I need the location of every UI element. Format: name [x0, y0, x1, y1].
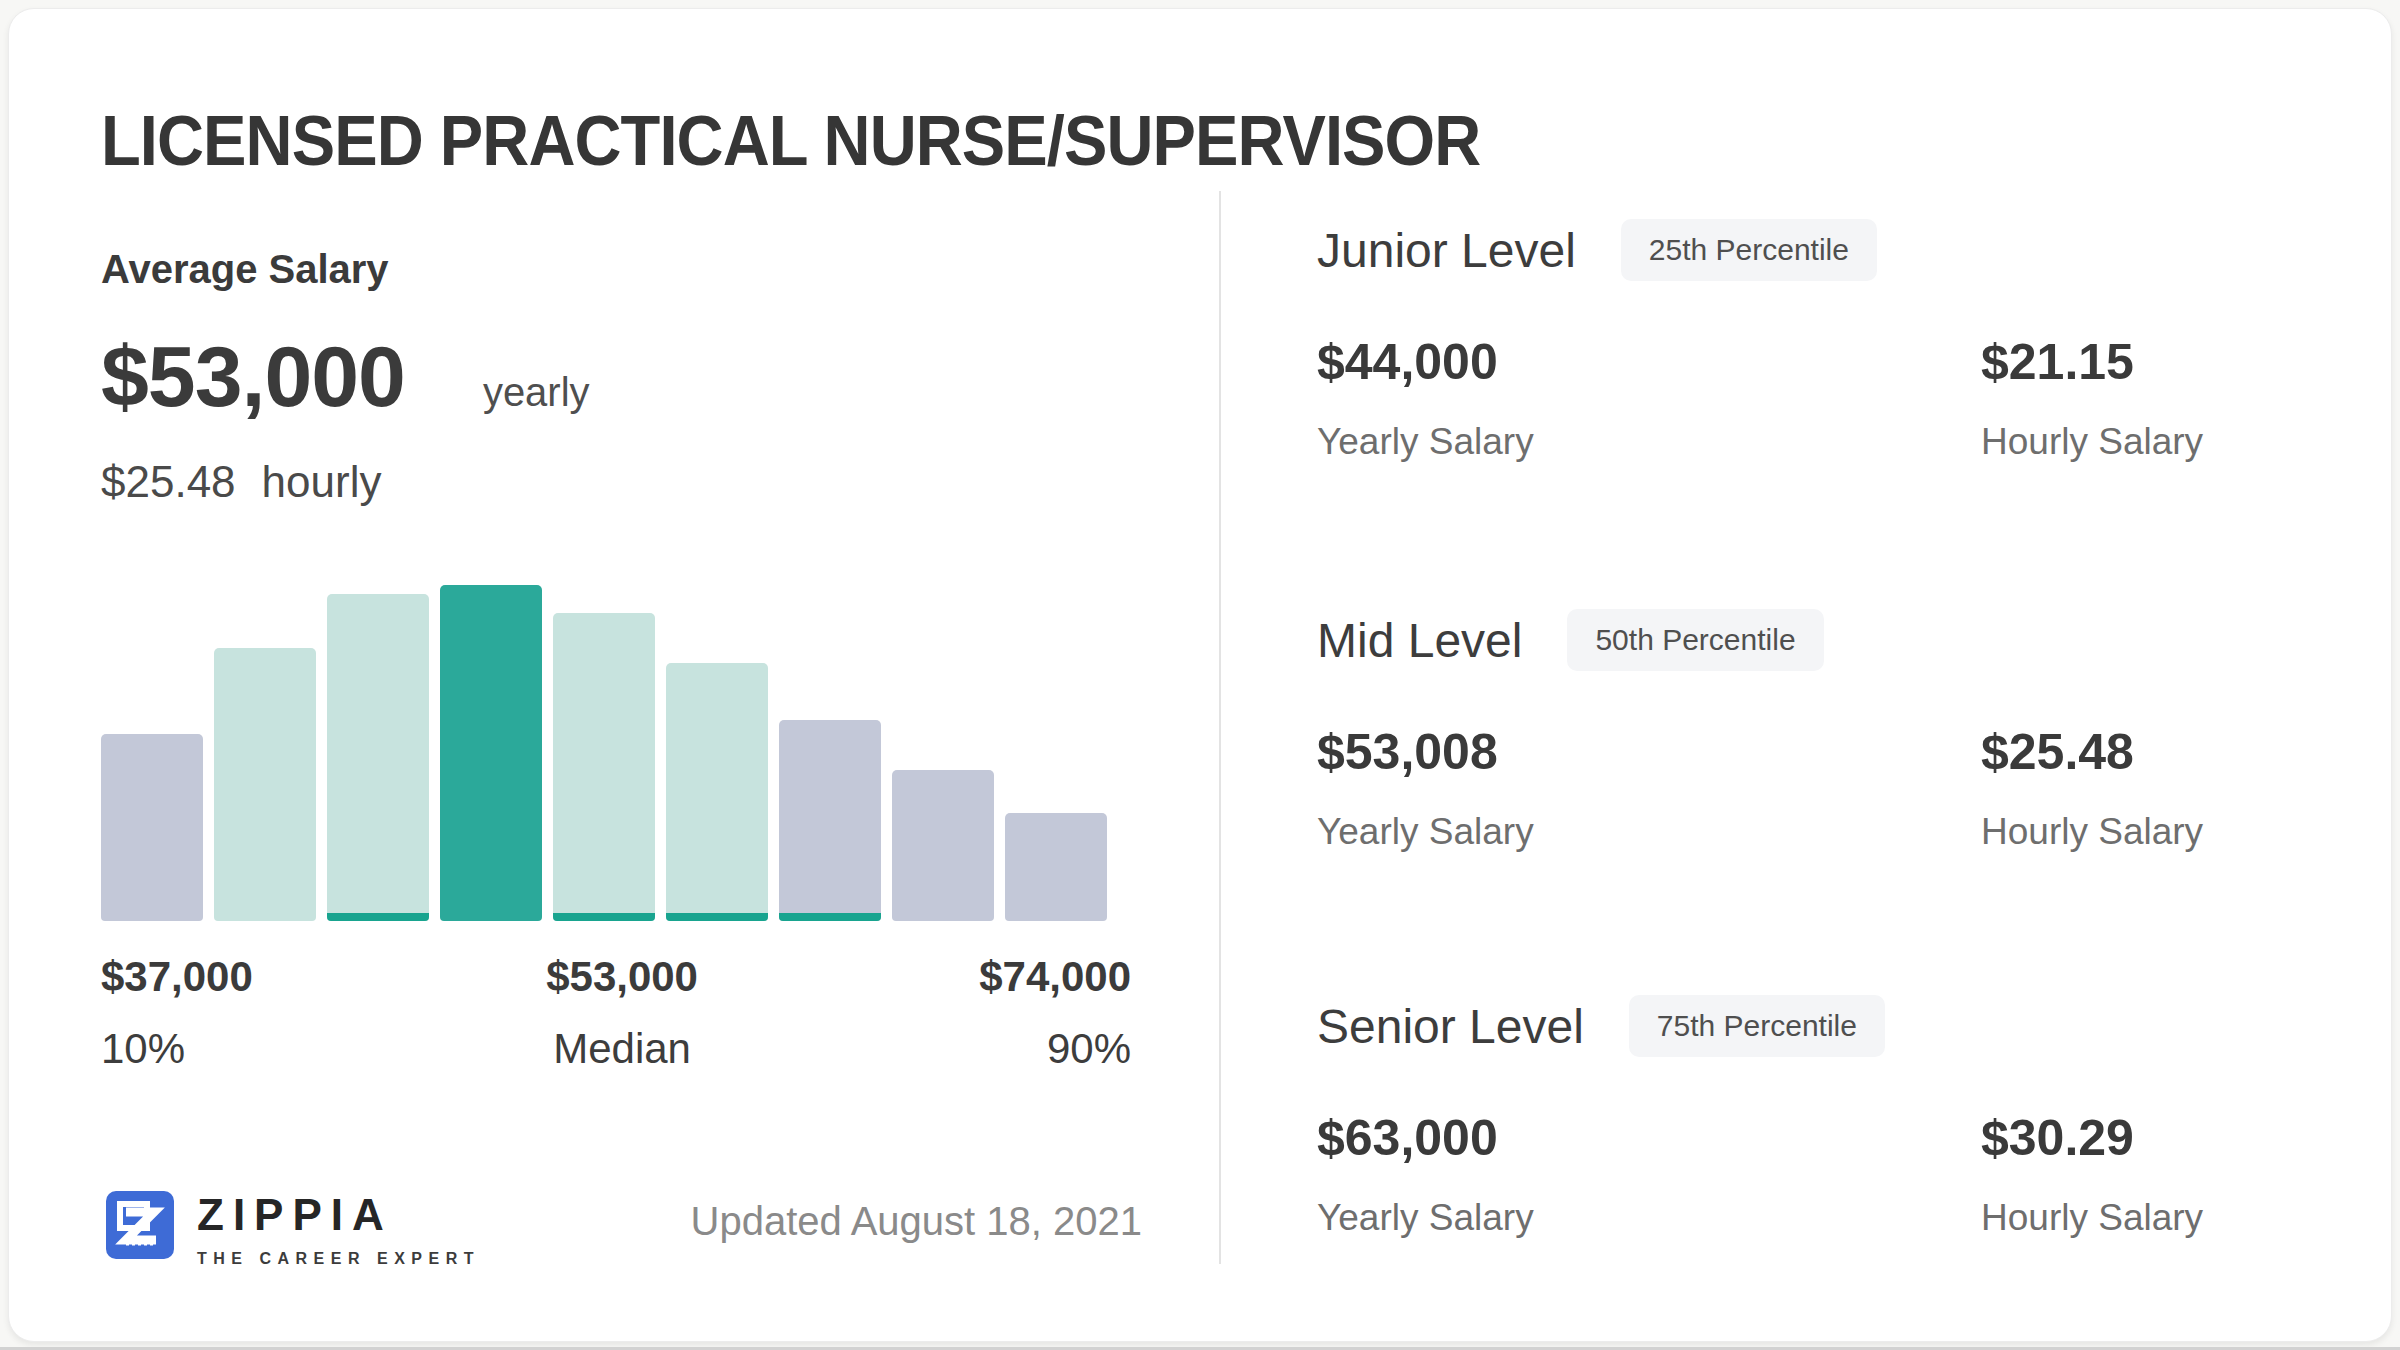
zippia-brand: ZIPPIA THE CAREER EXPERT	[106, 1191, 480, 1268]
histogram-bar	[327, 594, 429, 921]
marker-median: $53,000 Median	[546, 953, 698, 1073]
level-heading-row: Junior Level 25th Percentile	[1317, 219, 2397, 281]
histogram-bar	[779, 720, 881, 921]
brand-text: ZIPPIA THE CAREER EXPERT	[197, 1191, 480, 1268]
yearly-salary-label: Yearly Salary	[1317, 421, 1981, 463]
average-yearly-row: $53,000 yearly	[101, 327, 590, 426]
level-section-junior: Junior Level 25th Percentile $44,000 Yea…	[1317, 219, 2397, 463]
marker-value: $37,000	[101, 953, 253, 1001]
marker-label: Median	[546, 1025, 698, 1073]
hourly-salary-value: $25.48	[1981, 723, 2397, 781]
salary-card: LICENSED PRACTICAL NURSE/SUPERVISOR Aver…	[8, 8, 2392, 1342]
marker-90th-percentile: $74,000 90%	[979, 953, 1131, 1073]
yearly-salary-value: $53,008	[1317, 723, 1981, 781]
yearly-salary-label: Yearly Salary	[1317, 1197, 1981, 1239]
hourly-cell: $30.29 Hourly Salary	[1981, 1109, 2397, 1239]
card-footer: ZIPPIA THE CAREER EXPERT Updated August …	[106, 1191, 1142, 1281]
salary-distribution-chart	[101, 585, 1107, 921]
average-hourly-unit: hourly	[262, 457, 382, 507]
chart-axis-markers: $37,000 10% $53,000 Median $74,000 90%	[101, 953, 1131, 1083]
marker-10th-percentile: $37,000 10%	[101, 953, 253, 1073]
histogram-bar	[892, 770, 994, 921]
average-salary-heading: Average Salary	[101, 247, 389, 292]
vertical-divider	[1219, 191, 1221, 1264]
level-section-mid: Mid Level 50th Percentile $53,008 Yearly…	[1317, 609, 2397, 853]
yearly-cell: $63,000 Yearly Salary	[1317, 1109, 1981, 1239]
yearly-salary-value: $63,000	[1317, 1109, 1981, 1167]
histogram-bar	[1005, 813, 1107, 921]
histogram-bar-base-strip	[553, 913, 655, 921]
hourly-salary-label: Hourly Salary	[1981, 811, 2397, 853]
histogram-bar-base-strip	[779, 913, 881, 921]
level-heading-row: Mid Level 50th Percentile	[1317, 609, 2397, 671]
histogram-bar-base-strip	[666, 913, 768, 921]
level-values: $53,008 Yearly Salary $25.48 Hourly Sala…	[1317, 723, 2397, 853]
histogram-bar	[440, 585, 542, 921]
level-heading-row: Senior Level 75th Percentile	[1317, 995, 2397, 1057]
level-values: $63,000 Yearly Salary $30.29 Hourly Sala…	[1317, 1109, 2397, 1239]
brand-name: ZIPPIA	[197, 1193, 480, 1237]
hourly-salary-label: Hourly Salary	[1981, 1197, 2397, 1239]
histogram-bar	[666, 663, 768, 921]
average-hourly-value: $25.48	[101, 457, 236, 507]
average-yearly-unit: yearly	[483, 370, 590, 415]
histogram-bar	[101, 734, 203, 921]
updated-date: Updated August 18, 2021	[442, 1199, 1142, 1244]
yearly-salary-label: Yearly Salary	[1317, 811, 1981, 853]
level-values: $44,000 Yearly Salary $21.15 Hourly Sala…	[1317, 333, 2397, 463]
zippia-logo-icon	[106, 1191, 174, 1259]
percentile-badge: 50th Percentile	[1567, 609, 1823, 671]
percentile-badge: 25th Percentile	[1621, 219, 1877, 281]
histogram-bar	[214, 648, 316, 921]
percentile-badge: 75th Percentile	[1629, 995, 1885, 1057]
average-hourly-row: $25.48 hourly	[101, 457, 381, 507]
hourly-salary-label: Hourly Salary	[1981, 421, 2397, 463]
level-name: Mid Level	[1317, 613, 1522, 668]
hourly-salary-value: $21.15	[1981, 333, 2397, 391]
hourly-cell: $21.15 Hourly Salary	[1981, 333, 2397, 463]
hourly-cell: $25.48 Hourly Salary	[1981, 723, 2397, 853]
yearly-salary-value: $44,000	[1317, 333, 1981, 391]
marker-value: $53,000	[546, 953, 698, 1001]
brand-tagline: THE CAREER EXPERT	[197, 1250, 480, 1268]
yearly-cell: $53,008 Yearly Salary	[1317, 723, 1981, 853]
marker-value: $74,000	[979, 953, 1131, 1001]
level-name: Junior Level	[1317, 223, 1576, 278]
histogram-bar	[553, 613, 655, 921]
page-title: LICENSED PRACTICAL NURSE/SUPERVISOR	[101, 101, 1480, 181]
level-section-senior: Senior Level 75th Percentile $63,000 Yea…	[1317, 995, 2397, 1239]
average-yearly-value: $53,000	[101, 327, 405, 426]
yearly-cell: $44,000 Yearly Salary	[1317, 333, 1981, 463]
histogram-bar-base-strip	[327, 913, 429, 921]
hourly-salary-value: $30.29	[1981, 1109, 2397, 1167]
level-name: Senior Level	[1317, 999, 1584, 1054]
marker-label: 10%	[101, 1025, 253, 1073]
marker-label: 90%	[979, 1025, 1131, 1073]
